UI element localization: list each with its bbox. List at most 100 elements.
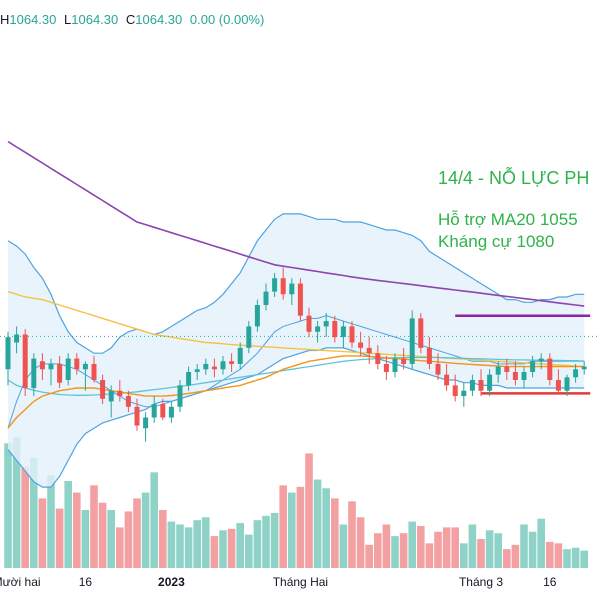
candle-body	[31, 358, 37, 389]
candle-body	[57, 363, 63, 383]
candle-body	[315, 326, 321, 332]
volume-bar	[262, 515, 270, 568]
x-axis-label: Mười hai	[0, 575, 41, 589]
volume-bar	[468, 524, 477, 568]
annotation-support: Hỗ trợ MA20 1055	[438, 210, 578, 229]
volume-bar	[313, 479, 322, 568]
candle-body	[39, 361, 45, 370]
volume-bar	[348, 501, 356, 568]
candle-body	[340, 326, 346, 338]
volume-bar	[133, 498, 141, 568]
candle-body	[349, 326, 355, 343]
annotation-resistance: Kháng cự 1080	[438, 232, 554, 251]
candle-body	[358, 342, 364, 348]
volume-bar	[288, 492, 296, 568]
change-value: 0.00 (0.00%)	[189, 12, 265, 27]
volume-bar	[451, 527, 459, 568]
x-axis-layer: Mười hai 16 2023 Tháng Hai Tháng 3 16	[0, 575, 557, 589]
volume-bar	[442, 527, 451, 568]
volume-bar	[511, 544, 520, 568]
volume-bar	[520, 524, 528, 568]
ohlc-readout: H1064.30 L1064.30 C1064.30 0.00 (0.00%)	[0, 12, 268, 27]
candle-body	[263, 291, 269, 305]
volume-bar	[21, 466, 29, 568]
candle-body	[229, 361, 235, 364]
high-value: 1064.30	[9, 12, 57, 27]
volume-bar	[73, 492, 81, 568]
bollinger-band-fill	[8, 213, 585, 488]
volume-bar	[537, 518, 545, 568]
volume-bar	[227, 528, 236, 568]
volume-bar	[460, 543, 468, 568]
volume-bar	[47, 475, 55, 568]
volume-bar	[81, 510, 90, 568]
close-label: C	[125, 12, 136, 27]
candle-body	[297, 283, 303, 316]
volume-bar	[38, 498, 47, 568]
candle-body	[392, 358, 398, 372]
candle-body	[246, 326, 252, 348]
volume-bar	[571, 547, 580, 568]
volume-layer	[4, 437, 588, 568]
volume-bar	[236, 523, 244, 568]
volume-bar	[184, 527, 193, 568]
volume-bar	[141, 492, 150, 568]
candle-body	[401, 358, 407, 364]
candle-body	[547, 358, 553, 380]
volume-bar	[279, 485, 287, 568]
volume-bar	[12, 437, 21, 568]
volume-bar	[305, 453, 313, 568]
candle-body	[530, 361, 536, 372]
volume-bar	[580, 550, 588, 568]
x-axis-label: Tháng 3	[459, 575, 503, 589]
level-layer	[0, 314, 600, 395]
volume-bar	[408, 521, 416, 568]
volume-bar	[219, 530, 227, 568]
volume-bar	[55, 508, 64, 568]
x-axis-label: 2023	[158, 575, 185, 589]
candle-body	[323, 321, 329, 327]
candle-body	[444, 374, 450, 386]
volume-bar	[150, 472, 158, 568]
candle-body	[538, 358, 544, 362]
bollinger-layer	[7, 213, 585, 488]
candle-body	[5, 337, 11, 370]
candle-body	[22, 334, 28, 389]
candle-body	[203, 363, 209, 370]
candle-body	[555, 380, 561, 391]
high-label: H	[0, 12, 10, 27]
volume-bar	[159, 510, 167, 568]
candle-body	[220, 361, 226, 370]
candle-body	[452, 385, 458, 397]
candle-body	[332, 321, 338, 338]
candle-body	[108, 390, 114, 402]
bollinger-upper-line	[7, 213, 585, 354]
volume-bar	[374, 533, 382, 568]
candle-body	[237, 347, 243, 364]
candle-body	[461, 390, 467, 397]
volume-bar	[167, 521, 176, 568]
candle-body	[168, 406, 174, 418]
volume-bar	[331, 498, 339, 568]
volume-bar	[4, 443, 12, 568]
volume-bar	[563, 549, 571, 568]
x-axis-label: Tháng Hai	[273, 575, 328, 589]
volume-bar	[356, 517, 365, 568]
volume-bar	[434, 531, 442, 568]
volume-bar	[339, 524, 348, 568]
volume-bar	[494, 533, 502, 568]
candle-body	[564, 377, 570, 391]
volume-bar	[554, 543, 563, 568]
volume-bar	[296, 486, 305, 568]
volume-bar	[546, 541, 554, 568]
candle-body	[151, 404, 157, 418]
candle-body	[91, 363, 97, 380]
candle-body	[512, 371, 518, 380]
candle-body	[573, 369, 579, 378]
volume-bar	[245, 534, 253, 568]
candle-body	[82, 363, 88, 370]
candle-body	[280, 278, 286, 295]
candle-body	[272, 278, 278, 292]
volume-bar	[382, 524, 391, 568]
